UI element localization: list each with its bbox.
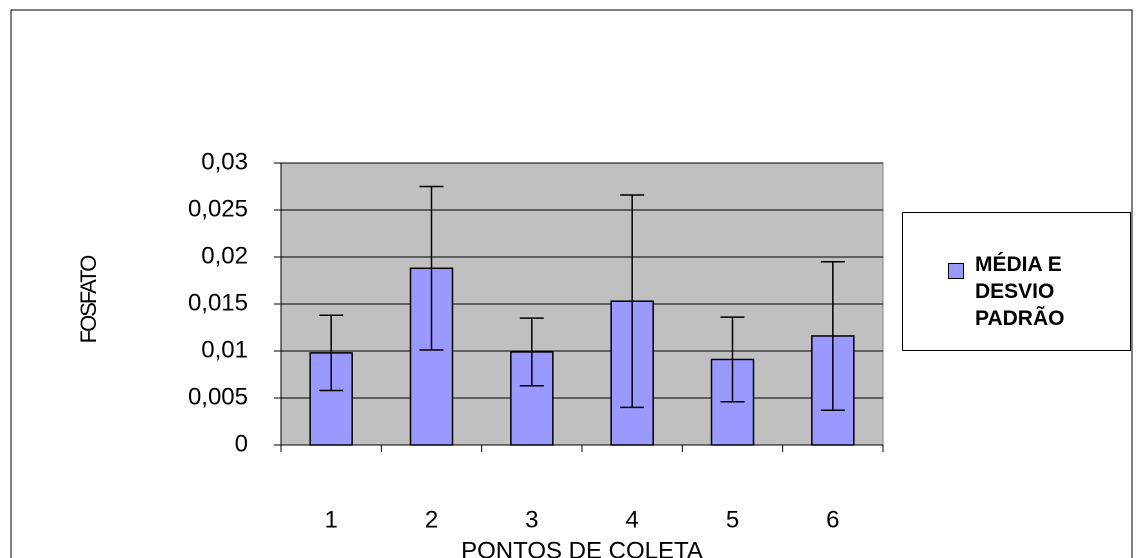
y-tick-label: 0,025 <box>188 195 248 222</box>
y-tick-label: 0,005 <box>188 383 248 410</box>
x-tick-label: 5 <box>726 506 739 533</box>
y-tick-label: 0 <box>235 430 248 457</box>
y-axis-label: FOSFATO <box>76 255 101 344</box>
x-tick-label: 3 <box>525 506 538 533</box>
y-tick-label: 0,015 <box>188 289 248 316</box>
y-tick-label: 0,02 <box>201 242 248 269</box>
y-tick-label: 0,01 <box>201 336 248 363</box>
legend: MÉDIA E DESVIO PADRÃO <box>902 212 1131 351</box>
y-tick-label: 0,03 <box>201 148 248 175</box>
x-tick-label: 6 <box>826 506 839 533</box>
x-axis-label: PONTOS DE COLETA <box>461 537 703 558</box>
x-tick-label: 4 <box>625 506 638 533</box>
legend-swatch <box>948 263 964 279</box>
x-tick-label: 1 <box>324 506 337 533</box>
legend-label: MÉDIA E DESVIO PADRÃO <box>975 253 1065 330</box>
x-tick-label: 2 <box>425 506 438 533</box>
